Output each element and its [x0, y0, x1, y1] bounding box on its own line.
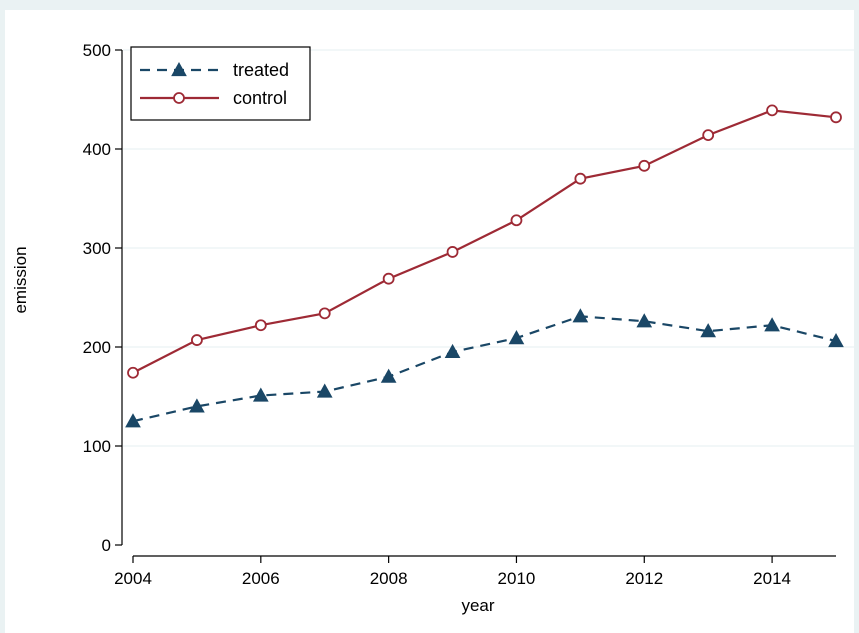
y-tick-label: 0: [102, 536, 111, 555]
data-point-treated: [444, 343, 461, 359]
data-point-control: [127, 366, 139, 379]
data-point-treated: [764, 317, 780, 332]
x-tick-label: 2008: [370, 569, 408, 588]
x-tick-label: 2014: [753, 569, 791, 588]
axes: 0 100 200 300 400 500 2004 2006 2008 2010 2012 2014: [83, 41, 836, 588]
series-line-treated: [132, 315, 837, 423]
series-layer: [125, 104, 844, 428]
x-axis-title: year: [461, 596, 494, 615]
data-point-control: [382, 272, 395, 285]
data-point-treated: [508, 330, 525, 345]
data-point-control: [830, 111, 842, 124]
data-point-treated: [316, 383, 333, 398]
x-tick-label: 2012: [625, 569, 663, 588]
y-tick-label: 400: [83, 140, 111, 159]
data-point-treated: [700, 323, 717, 338]
data-point-treated: [636, 313, 653, 328]
data-point-control: [446, 246, 459, 258]
data-point-treated: [125, 413, 141, 428]
data-point-treated: [380, 368, 397, 383]
y-axis-title: emission: [11, 246, 30, 313]
x-tick-label: 2006: [242, 569, 280, 588]
data-point-treated: [572, 308, 589, 323]
data-point-control: [191, 334, 203, 346]
data-point-control: [510, 214, 523, 227]
y-tick-label: 300: [83, 239, 111, 258]
legend-label-treated: treated: [233, 60, 289, 80]
data-point-treated: [828, 333, 844, 348]
data-point-control: [766, 104, 778, 117]
y-tick-label: 100: [83, 437, 111, 456]
data-point-treated: [252, 387, 269, 402]
legend-box: [130, 46, 311, 121]
data-point-control: [702, 129, 715, 142]
x-tick-label: 2004: [114, 569, 152, 588]
legend-marker-treated: [171, 61, 187, 77]
data-point-control: [638, 159, 651, 172]
data-point-control: [318, 307, 331, 320]
data-point-control: [574, 172, 587, 185]
data-point-treated: [189, 398, 205, 413]
y-tick-label: 200: [83, 338, 111, 357]
legend-label-control: control: [233, 88, 287, 108]
series-line-control: [132, 109, 837, 374]
data-point-control: [254, 319, 267, 332]
legend-marker-control: [173, 92, 185, 104]
y-tick-label: 500: [83, 41, 111, 60]
x-tick-label: 2010: [498, 569, 536, 588]
legend: treated control: [130, 46, 311, 121]
